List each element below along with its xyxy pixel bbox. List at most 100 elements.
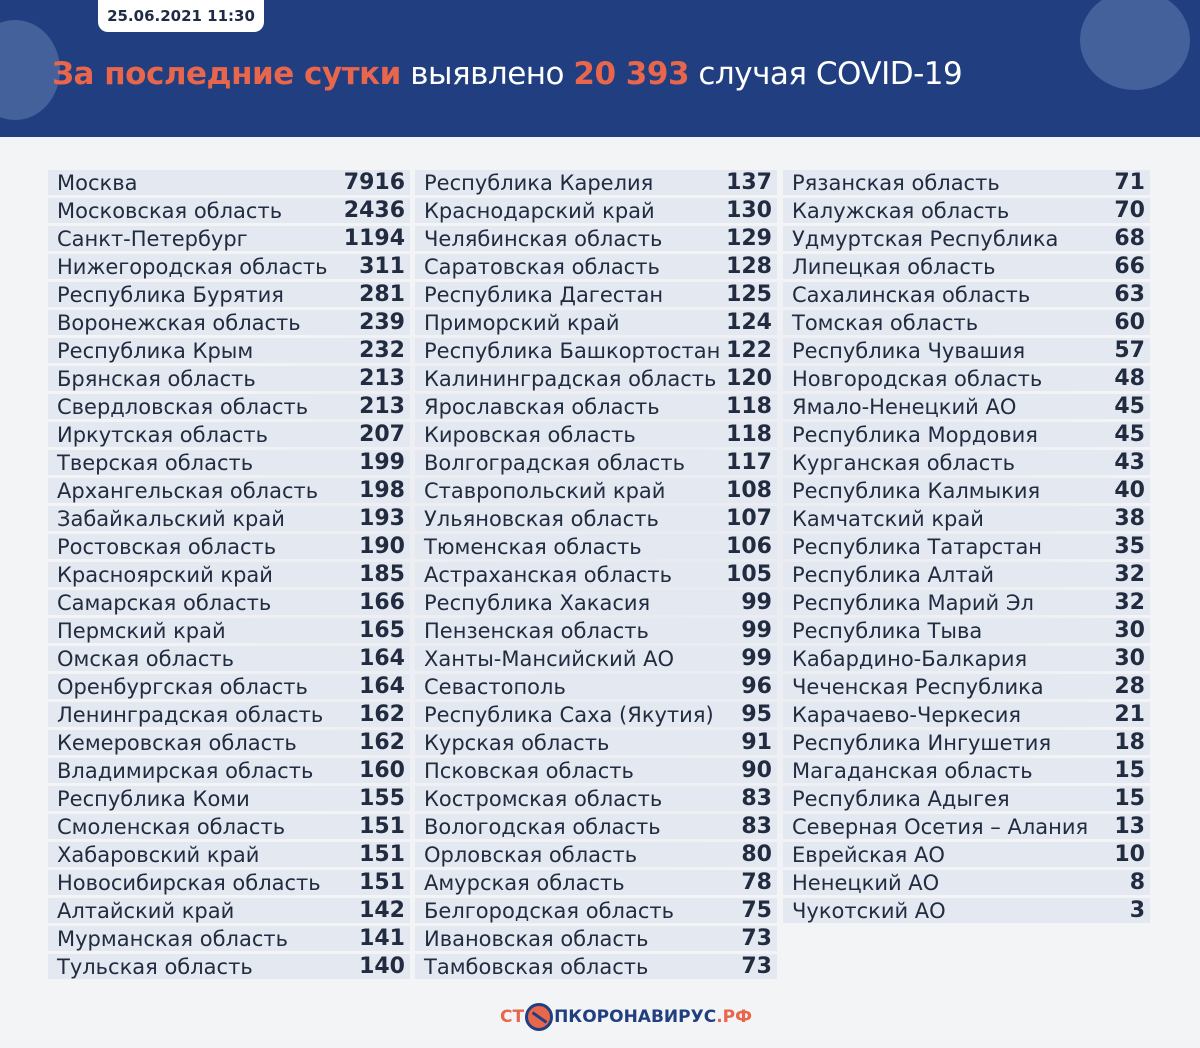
date-badge: 25.06.2021 11:30 — [98, 0, 264, 32]
case-count: 198 — [359, 478, 405, 503]
region-row: Томская область 60 — [783, 310, 1150, 335]
case-count: 90 — [741, 758, 772, 783]
region-row: Ленинградская область 162 — [48, 702, 410, 727]
region-row: Калининградская область 120 — [415, 366, 777, 391]
region-row: Республика Алтай 32 — [783, 562, 1150, 587]
case-count: 2436 — [343, 198, 405, 223]
region-name: Еврейская АО — [792, 842, 945, 867]
case-count: 151 — [359, 814, 405, 839]
case-count: 117 — [726, 450, 772, 475]
case-count: 207 — [359, 422, 405, 447]
case-count: 7916 — [343, 170, 405, 195]
region-row: Республика Карелия 137 — [415, 170, 777, 195]
region-name: Кемеровская область — [57, 730, 297, 755]
case-count: 30 — [1114, 618, 1145, 643]
case-count: 166 — [359, 590, 405, 615]
case-count: 40 — [1114, 478, 1145, 503]
case-count: 35 — [1114, 534, 1145, 559]
case-count: 122 — [726, 338, 772, 363]
case-count: 68 — [1114, 226, 1145, 251]
case-count: 151 — [359, 842, 405, 867]
case-count: 124 — [726, 310, 772, 335]
case-count: 73 — [741, 954, 772, 979]
total-cases: 20 393 — [573, 56, 690, 92]
region-row: Владимирская область 160 — [48, 758, 410, 783]
region-name: Тверская область — [57, 450, 254, 475]
case-count: 162 — [359, 730, 405, 755]
region-name: Ярославская область — [424, 394, 660, 419]
region-name: Приморский край — [424, 310, 620, 335]
case-count: 32 — [1114, 562, 1145, 587]
region-row: Севастополь 96 — [415, 674, 777, 699]
region-name: Республика Саха (Якутия) — [424, 702, 714, 727]
region-row: Курганская область 43 — [783, 450, 1150, 475]
region-row: Республика Татарстан 35 — [783, 534, 1150, 559]
region-name: Удмуртская Республика — [792, 226, 1059, 251]
region-row: Чеченская Республика 28 — [783, 674, 1150, 699]
region-name: Республика Коми — [57, 786, 250, 811]
case-count: 137 — [726, 170, 772, 195]
case-count: 28 — [1114, 674, 1145, 699]
case-count: 118 — [726, 394, 772, 419]
case-count: 73 — [741, 926, 772, 951]
region-name: Владимирская область — [57, 758, 314, 783]
region-name: Курганская область — [792, 450, 1015, 475]
region-row: Нижегородская область 311 — [48, 254, 410, 279]
region-name: Ульяновская область — [424, 506, 659, 531]
case-count: 213 — [359, 394, 405, 419]
region-row: Хабаровский край 151 — [48, 842, 410, 867]
case-count: 95 — [741, 702, 772, 727]
case-count: 38 — [1114, 506, 1145, 531]
region-column-2: Республика Карелия 137 Краснодарский край 1… — [415, 170, 777, 982]
region-row: Республика Ингушетия 18 — [783, 730, 1150, 755]
region-row: Ульяновская область 107 — [415, 506, 777, 531]
region-name: Карачаево-Черкесия — [792, 702, 1022, 727]
case-count: 125 — [726, 282, 772, 307]
case-count: 10 — [1114, 842, 1145, 867]
case-count: 213 — [359, 366, 405, 391]
region-name: Краснодарский край — [424, 198, 655, 223]
title-text-end: случая COVID-19 — [689, 56, 963, 92]
region-row: Саратовская область 128 — [415, 254, 777, 279]
region-row: Оренбургская область 164 — [48, 674, 410, 699]
region-name: Республика Бурятия — [57, 282, 284, 307]
case-count: 142 — [359, 898, 405, 923]
region-name: Смоленская область — [57, 814, 286, 839]
region-name: Республика Дагестан — [424, 282, 664, 307]
case-count: 48 — [1114, 366, 1145, 391]
region-row: Республика Дагестан 125 — [415, 282, 777, 307]
case-count: 118 — [726, 422, 772, 447]
region-name: Архангельская область — [57, 478, 319, 503]
region-row: Тамбовская область 73 — [415, 954, 777, 979]
region-name: Мурманская область — [57, 926, 288, 951]
region-row: Мурманская область 141 — [48, 926, 410, 951]
case-count: 120 — [726, 366, 772, 391]
region-row: Тульская область 140 — [48, 954, 410, 979]
region-name: Тульская область — [57, 954, 253, 979]
region-row: Смоленская область 151 — [48, 814, 410, 839]
region-row: Республика Крым 232 — [48, 338, 410, 363]
region-name: Новгородская область — [792, 366, 1043, 391]
region-name: Пермский край — [57, 618, 226, 643]
region-row: Кемеровская область 162 — [48, 730, 410, 755]
region-row: Новгородская область 48 — [783, 366, 1150, 391]
region-name: Республика Марий Эл — [792, 590, 1034, 615]
region-name: Алтайский край — [57, 898, 235, 923]
case-count: 130 — [726, 198, 772, 223]
region-row: Забайкальский край 193 — [48, 506, 410, 531]
region-row: Пензенская область 99 — [415, 618, 777, 643]
virus-icon — [1080, 0, 1190, 90]
region-row: Московская область 2436 — [48, 198, 410, 223]
region-row: Ивановская область 73 — [415, 926, 777, 951]
region-row: Пермский край 165 — [48, 618, 410, 643]
region-row: Рязанская область 71 — [783, 170, 1150, 195]
region-name: Челябинская область — [424, 226, 663, 251]
region-row: Алтайский край 142 — [48, 898, 410, 923]
case-count: 18 — [1114, 730, 1145, 755]
region-row: Калужская область 70 — [783, 198, 1150, 223]
stopkoronavirus-logo: СТ ПКОРОНАВИРУС .РФ — [500, 1003, 752, 1031]
region-row: Чукотский АО 3 — [783, 898, 1150, 923]
case-count: 70 — [1114, 198, 1145, 223]
region-row: Республика Хакасия 99 — [415, 590, 777, 615]
region-row: Орловская область 80 — [415, 842, 777, 867]
